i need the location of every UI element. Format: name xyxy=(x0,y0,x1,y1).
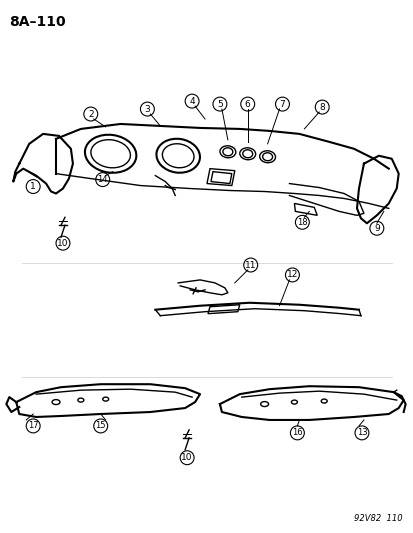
Text: 9: 9 xyxy=(373,224,379,233)
Text: 14: 14 xyxy=(97,175,108,184)
Text: 1: 1 xyxy=(30,182,36,191)
Text: 12: 12 xyxy=(286,270,297,279)
Text: 16: 16 xyxy=(291,429,302,438)
Text: 13: 13 xyxy=(356,429,366,438)
Text: 18: 18 xyxy=(296,218,307,227)
Text: 10: 10 xyxy=(181,453,192,462)
Text: 8A–110: 8A–110 xyxy=(9,15,66,29)
Text: 2: 2 xyxy=(88,109,93,118)
Text: 3: 3 xyxy=(144,104,150,114)
Text: 8: 8 xyxy=(318,102,324,111)
Text: 7: 7 xyxy=(279,100,285,109)
Text: 11: 11 xyxy=(244,261,256,270)
Text: 5: 5 xyxy=(216,100,222,109)
Text: 4: 4 xyxy=(189,96,195,106)
Text: 6: 6 xyxy=(244,100,250,109)
Text: 17: 17 xyxy=(28,422,38,431)
Text: 10: 10 xyxy=(57,239,69,248)
Text: 15: 15 xyxy=(95,422,106,431)
Text: 92V82  110: 92V82 110 xyxy=(353,514,402,523)
